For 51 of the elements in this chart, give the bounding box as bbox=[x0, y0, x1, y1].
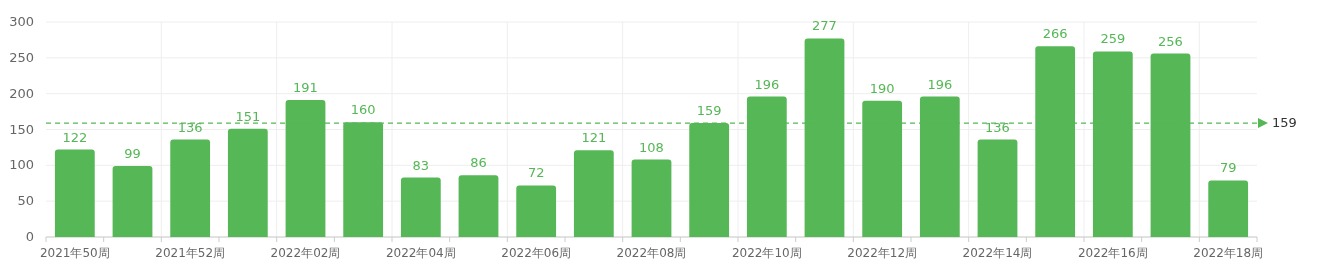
y-tick-label: 300 bbox=[9, 14, 34, 29]
bar bbox=[170, 139, 211, 237]
data-label: 256 bbox=[1158, 33, 1183, 49]
x-tick-label: 2022年04周 bbox=[385, 246, 456, 260]
x-tick-label: 2021年52周 bbox=[155, 246, 226, 260]
data-label: 196 bbox=[754, 76, 780, 92]
data-label: 259 bbox=[1100, 31, 1126, 47]
x-tick-label: 2022年06周 bbox=[501, 246, 572, 260]
x-tick-label: 2022年02周 bbox=[270, 246, 341, 260]
y-tick-label: 0 bbox=[25, 229, 34, 244]
data-label: 108 bbox=[639, 139, 664, 155]
data-label: 136 bbox=[177, 119, 203, 135]
data-label: 277 bbox=[812, 18, 837, 34]
data-label: 151 bbox=[235, 108, 261, 124]
y-tick-label: 50 bbox=[17, 193, 34, 209]
x-tick-label: 2022年12周 bbox=[847, 246, 918, 260]
bar bbox=[112, 166, 153, 237]
data-label: 160 bbox=[350, 102, 376, 118]
ref-line-label: 159 bbox=[1272, 115, 1297, 131]
x-tick-label: 2022年10周 bbox=[731, 246, 802, 260]
x-tick-label: 2022年16周 bbox=[1077, 246, 1148, 260]
data-label: 79 bbox=[1219, 160, 1237, 176]
data-label: 86 bbox=[470, 155, 487, 171]
data-label: 266 bbox=[1042, 26, 1068, 42]
data-label: 121 bbox=[581, 130, 607, 146]
x-tick-label: 2022年08周 bbox=[616, 246, 687, 260]
y-tick-label: 150 bbox=[9, 121, 34, 137]
x-tick-label: 2022年18周 bbox=[1193, 246, 1264, 260]
y-tick-label: 250 bbox=[9, 49, 34, 65]
x-tick-label: 2021年50周 bbox=[39, 246, 110, 260]
bar bbox=[631, 159, 672, 237]
bar bbox=[227, 128, 268, 237]
data-label: 196 bbox=[927, 76, 953, 92]
bar bbox=[1208, 180, 1249, 237]
data-label: 136 bbox=[985, 119, 1010, 135]
bar bbox=[573, 150, 614, 237]
data-label: 99 bbox=[124, 146, 141, 162]
x-tick-label: 2022年14周 bbox=[962, 246, 1033, 260]
bar bbox=[54, 149, 95, 237]
bar bbox=[977, 139, 1018, 237]
data-label: 190 bbox=[869, 80, 895, 96]
bar bbox=[458, 175, 499, 237]
y-tick-label: 100 bbox=[9, 157, 34, 173]
data-label: 72 bbox=[527, 165, 545, 181]
data-label: 83 bbox=[412, 157, 430, 173]
bar bbox=[516, 185, 557, 237]
data-label: 159 bbox=[696, 103, 722, 119]
y-tick-label: 200 bbox=[9, 85, 34, 101]
data-label: 122 bbox=[62, 129, 88, 145]
data-label: 191 bbox=[293, 80, 318, 96]
bar bbox=[400, 177, 441, 237]
